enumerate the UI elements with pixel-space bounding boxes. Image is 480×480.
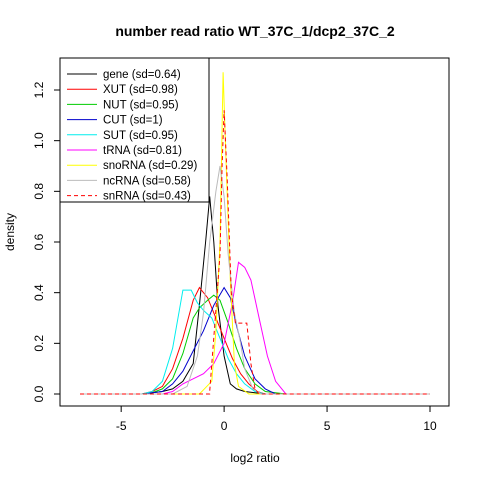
x-axis-label: log2 ratio [230, 451, 280, 465]
series-line-0 [80, 196, 430, 395]
y-tick-label-0: 0.0 [32, 385, 46, 402]
legend-label-8: snRNA (sd=0.43) [103, 191, 191, 203]
series-line-4 [80, 289, 430, 395]
y-axis: 0.0 0.2 0.4 0.6 0.8 1.0 1.2 [32, 81, 61, 402]
chart-title: number read ratio WT_37C_1/dcp2_37C_2 [115, 23, 395, 39]
legend-label-3: CUT (sd=1) [103, 115, 163, 127]
y-tick-label-1: 0.2 [32, 335, 46, 352]
x-tick-label-2: 5 [324, 419, 331, 433]
legend-box [59, 57, 210, 203]
legend-label-7: ncRNA (sd=0.58) [103, 175, 191, 187]
legend-label-5: tRNA (sd=0.81) [103, 145, 182, 157]
series-line-5 [80, 261, 430, 395]
y-tick-label-5: 1.0 [32, 132, 46, 149]
legend-label-6: snoRNA (sd=0.29) [103, 160, 197, 172]
x-tick-label-1: 0 [221, 419, 228, 433]
x-tick-label-3: 10 [423, 419, 437, 433]
y-axis-label: density [3, 213, 17, 251]
y-tick-label-2: 0.4 [32, 284, 46, 301]
series-line-7 [80, 165, 430, 395]
series-line-8 [80, 110, 430, 395]
y-tick-label-4: 0.8 [32, 183, 46, 200]
y-tick-label-6: 1.2 [32, 81, 46, 98]
x-tick-label-0: -5 [116, 419, 127, 433]
legend-label-1: XUT (sd=0.98) [103, 84, 178, 96]
x-axis: -5 0 5 10 [116, 405, 437, 433]
legend-label-2: NUT (sd=0.95) [103, 99, 179, 111]
legend-label-4: SUT (sd=0.95) [103, 130, 178, 142]
y-tick-label-3: 0.6 [32, 233, 46, 250]
series-line-3 [80, 286, 430, 395]
plot-area [80, 72, 430, 395]
series-line-2 [80, 294, 430, 395]
legend-label-0: gene (sd=0.64) [103, 69, 181, 81]
legend: gene (sd=0.64) XUT (sd=0.98) NUT (sd=0.95)… [59, 57, 210, 203]
